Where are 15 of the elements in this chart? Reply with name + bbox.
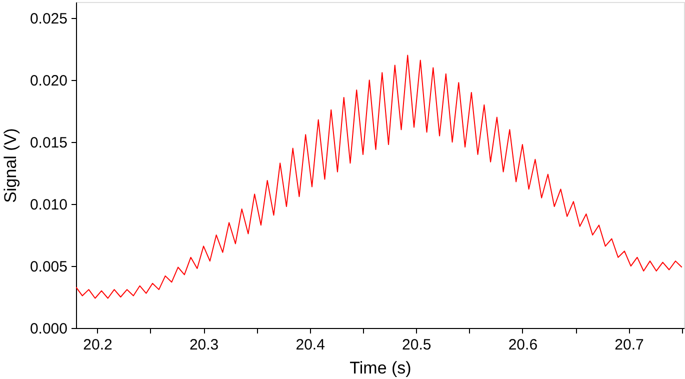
x-axis-title: Time (s): [350, 358, 412, 378]
x-tick-label: 20.3: [189, 336, 219, 354]
x-tick-label: 20.6: [508, 336, 538, 354]
y-tick-label: 0.020: [30, 72, 68, 90]
y-tick-label: 0.010: [30, 196, 68, 214]
x-tick-label: 20.5: [402, 336, 432, 354]
x-tick-label: 20.2: [83, 336, 112, 354]
line-series: [76, 54, 682, 299]
y-tick-label: 0.015: [30, 134, 68, 152]
x-tick-label: 20.7: [614, 336, 644, 354]
y-axis-title: Signal (V): [0, 128, 20, 203]
y-tick-label: 0.025: [30, 10, 68, 28]
x-tick-label: 20.4: [296, 336, 325, 354]
y-tick-label: 0.005: [30, 258, 68, 276]
y-tick-label: 0.000: [30, 320, 68, 338]
